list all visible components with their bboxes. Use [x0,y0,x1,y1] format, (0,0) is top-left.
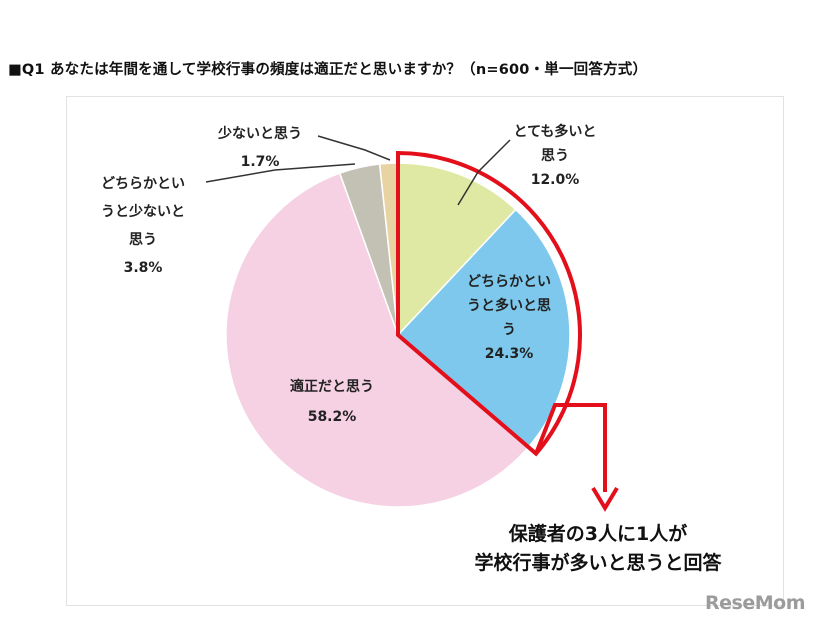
callout-text: 保護者の3人に1人が 学校行事が多いと思うと回答 [438,520,758,578]
leader-few [317,135,391,161]
leader-somewhat-few [205,163,356,183]
label-somewhat-many-value: 24.3% [484,346,534,362]
slice-appropriate [225,172,530,508]
resemom-logo: ReseMom [705,592,805,614]
label-somewhat-few-line1: どちらかとい [101,176,185,192]
callout-arrowhead [591,486,619,512]
slice-somewhat-many [396,208,571,449]
callout-line1: 保護者の3人に1人が [508,523,688,545]
label-few-line1: 少ないと思う [218,126,302,142]
label-somewhat-many: どちらかとい うと多いと思 う 24.3% [444,270,574,366]
label-very-many-line1: とても多いと [513,124,597,140]
label-very-many-value: 12.0% [530,172,580,188]
label-very-many-line2: 思う [541,148,569,164]
leader-very-many [457,139,511,206]
callout-line2: 学校行事が多いと思うと回答 [474,552,722,574]
label-somewhat-many-line1: どちらかとい [467,274,551,290]
question-title: ■Q1 あなたは年間を通して学校行事の頻度は適正だと思いますか？（n=600・単… [8,62,648,78]
label-somewhat-few-value: 3.8% [123,260,163,276]
slice-very-many [397,162,517,337]
callout-connector [534,403,607,492]
label-very-many: とても多いと 思う 12.0% [500,120,610,192]
label-appropriate: 適正だと思う 58.2% [272,372,392,432]
label-somewhat-few-line2: うと少ないと [101,204,185,220]
label-somewhat-few: どちらかとい うと少ないと 思う 3.8% [78,170,208,282]
label-appropriate-value: 58.2% [307,409,357,425]
label-somewhat-many-line3: う [502,322,516,338]
label-few: 少ないと思う 1.7% [200,120,320,176]
label-appropriate-line1: 適正だと思う [290,379,374,395]
highlight-outline [396,150,582,457]
label-somewhat-many-line2: うと多いと思 [467,298,551,314]
label-few-value: 1.7% [240,154,280,170]
label-somewhat-few-line3: 思う [129,232,157,248]
